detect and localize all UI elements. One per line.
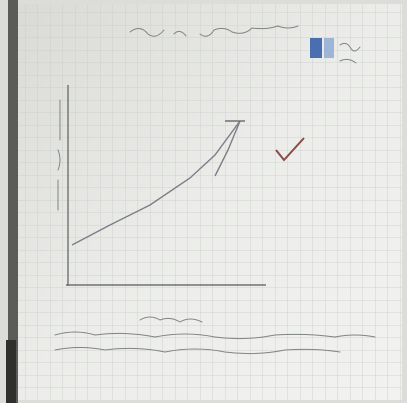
plotted-line (71, 120, 241, 246)
note-line-2 (54, 347, 341, 355)
grid-paper (12, 4, 402, 400)
note-line-1 (54, 331, 376, 340)
plotted-line (214, 120, 241, 177)
legend-scribble (339, 42, 361, 64)
legend-swatch (324, 38, 334, 58)
shadow (6, 340, 16, 403)
handwriting (54, 25, 376, 355)
title-scribble (129, 25, 299, 37)
legend-swatch (310, 38, 322, 58)
graph (66, 85, 305, 286)
paper-edge (8, 0, 18, 403)
check-mark (275, 137, 305, 162)
y-label-scribble (57, 99, 61, 211)
caption-scribble (139, 316, 203, 323)
